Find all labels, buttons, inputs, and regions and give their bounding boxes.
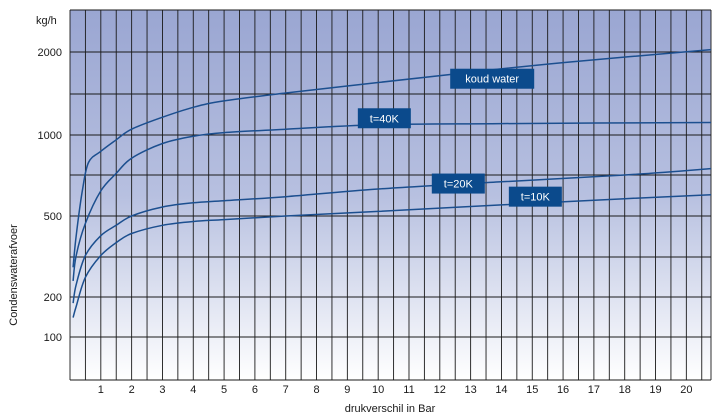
series-line-t-40k bbox=[72, 121, 712, 281]
grid-vertical bbox=[69, 10, 712, 380]
x-tick-label: 7 bbox=[283, 384, 289, 396]
x-tick-label: 13 bbox=[465, 384, 477, 396]
series-label: t=20K bbox=[431, 173, 485, 194]
series-label-box bbox=[450, 68, 535, 89]
x-tick-label: 1 bbox=[98, 384, 104, 396]
x-tick-label: 17 bbox=[588, 384, 600, 396]
series-label-text: t=10K bbox=[521, 192, 551, 204]
x-tick-label: 15 bbox=[526, 384, 538, 396]
x-tick-label: 5 bbox=[221, 384, 227, 396]
x-tick-label: 20 bbox=[680, 384, 692, 396]
x-tick-label: 3 bbox=[159, 384, 165, 396]
x-tick-label: 8 bbox=[313, 384, 319, 396]
series-label-text: t=20K bbox=[444, 179, 474, 191]
x-tick-label: 16 bbox=[557, 384, 569, 396]
x-tick-label: 2 bbox=[129, 384, 135, 396]
series-label-box bbox=[431, 173, 485, 194]
x-tick-labels: 1 2 3 4 5 6 7 8 9 10 11 12 13 14 15 16 17 18 19 20 bbox=[98, 384, 693, 396]
plot-background bbox=[70, 10, 711, 380]
x-tick-label: 18 bbox=[619, 384, 631, 396]
y-unit-label: kg/h bbox=[36, 15, 57, 27]
series-line-t-20k bbox=[72, 167, 712, 304]
series-label: koud water bbox=[450, 68, 535, 89]
y-axis-title: Condenswaterafvoer bbox=[8, 224, 20, 326]
x-tick-label: 9 bbox=[344, 384, 350, 396]
grid-horizontal bbox=[70, 9, 711, 381]
x-tick-label: 11 bbox=[403, 384, 414, 396]
y-tick-labels: 100 200 500 1000 2000 bbox=[38, 47, 62, 344]
x-tick-label: 10 bbox=[372, 384, 384, 396]
series-label-text: t=40K bbox=[370, 113, 400, 125]
series-labels: koud water t=40K t=20K t=10K bbox=[357, 68, 562, 207]
x-tick-label: 14 bbox=[495, 384, 507, 396]
x-tick-label: 19 bbox=[649, 384, 661, 396]
x-tick-label: 12 bbox=[434, 384, 446, 396]
series-label-text: koud water bbox=[465, 74, 519, 86]
y-tick-label: 100 bbox=[44, 332, 62, 344]
x-tick-label: 6 bbox=[252, 384, 258, 396]
series-label: t=10K bbox=[508, 186, 562, 207]
series-label: t=40K bbox=[357, 108, 411, 129]
series-label-box bbox=[508, 186, 562, 207]
y-tick-label: 200 bbox=[44, 292, 62, 304]
y-tick-label: 500 bbox=[44, 211, 62, 223]
series-label-box bbox=[357, 108, 411, 129]
y-tick-label: 2000 bbox=[38, 47, 62, 59]
y-tick-label: 1000 bbox=[38, 130, 62, 142]
x-axis-title: drukverschil in Bar bbox=[345, 403, 436, 414]
x-tick-label: 4 bbox=[190, 384, 196, 396]
